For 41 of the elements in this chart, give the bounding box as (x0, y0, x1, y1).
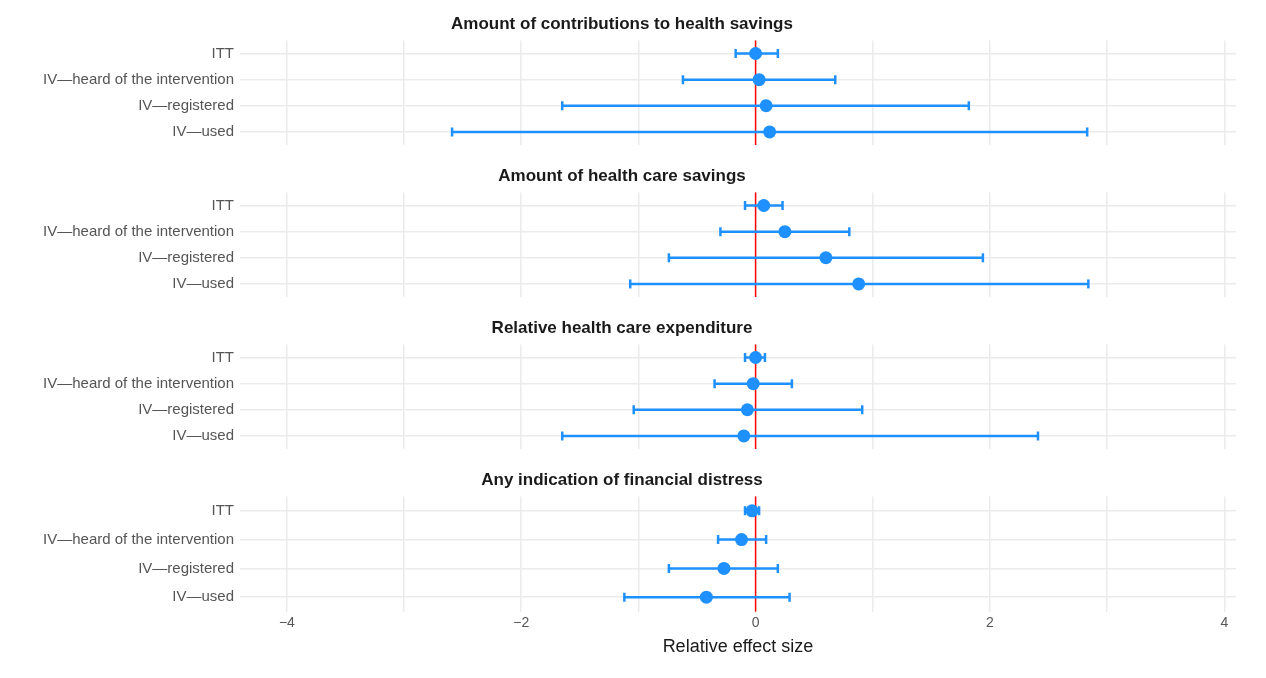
x-tick-label: 2 (986, 613, 995, 630)
y-tick-label: ITT (211, 43, 234, 61)
point (737, 429, 751, 443)
y-tick-label: IV—heard of the intervention (43, 373, 234, 391)
y-tick-label: IV—used (172, 587, 234, 605)
chart-title: Amount of health care savings (498, 165, 746, 185)
x-tick-label: −2 (513, 613, 530, 630)
point (757, 198, 771, 212)
y-tick-label: IV—registered (138, 95, 234, 113)
y-tick-label: IV—heard of the intervention (43, 529, 234, 547)
point (749, 350, 763, 364)
y-tick-label: IV—registered (138, 558, 234, 576)
point (749, 46, 763, 60)
y-tick-label: ITT (211, 500, 234, 518)
chart-title: Amount of contributions to health savings (451, 13, 793, 33)
point (752, 73, 766, 87)
y-tick-label: IV—heard of the intervention (43, 69, 234, 87)
point (819, 251, 833, 265)
y-tick-label: ITT (211, 347, 234, 365)
x-tick-label: 0 (751, 613, 760, 630)
y-tick-label: IV—registered (138, 399, 234, 417)
point (699, 590, 713, 604)
chart-title: Relative health care expenditure (491, 317, 753, 337)
y-tick-label: IV—heard of the intervention (43, 221, 234, 239)
x-tick-label: 4 (1220, 613, 1229, 630)
point (759, 99, 773, 113)
y-tick-label: IV—used (172, 426, 234, 444)
point (746, 377, 760, 391)
y-tick-label: IV—used (172, 274, 234, 292)
point (740, 403, 754, 417)
x-tick-label: −4 (278, 613, 296, 630)
point (735, 533, 749, 547)
y-tick-label: ITT (211, 195, 234, 213)
point (717, 561, 731, 575)
point (763, 125, 777, 139)
chart-title: Any indication of financial distress (481, 469, 763, 489)
point (778, 225, 792, 239)
point (852, 277, 866, 291)
x-axis-title: Relative effect size (662, 636, 814, 657)
y-tick-label: IV—registered (138, 247, 234, 265)
y-tick-label: IV—used (172, 122, 234, 140)
